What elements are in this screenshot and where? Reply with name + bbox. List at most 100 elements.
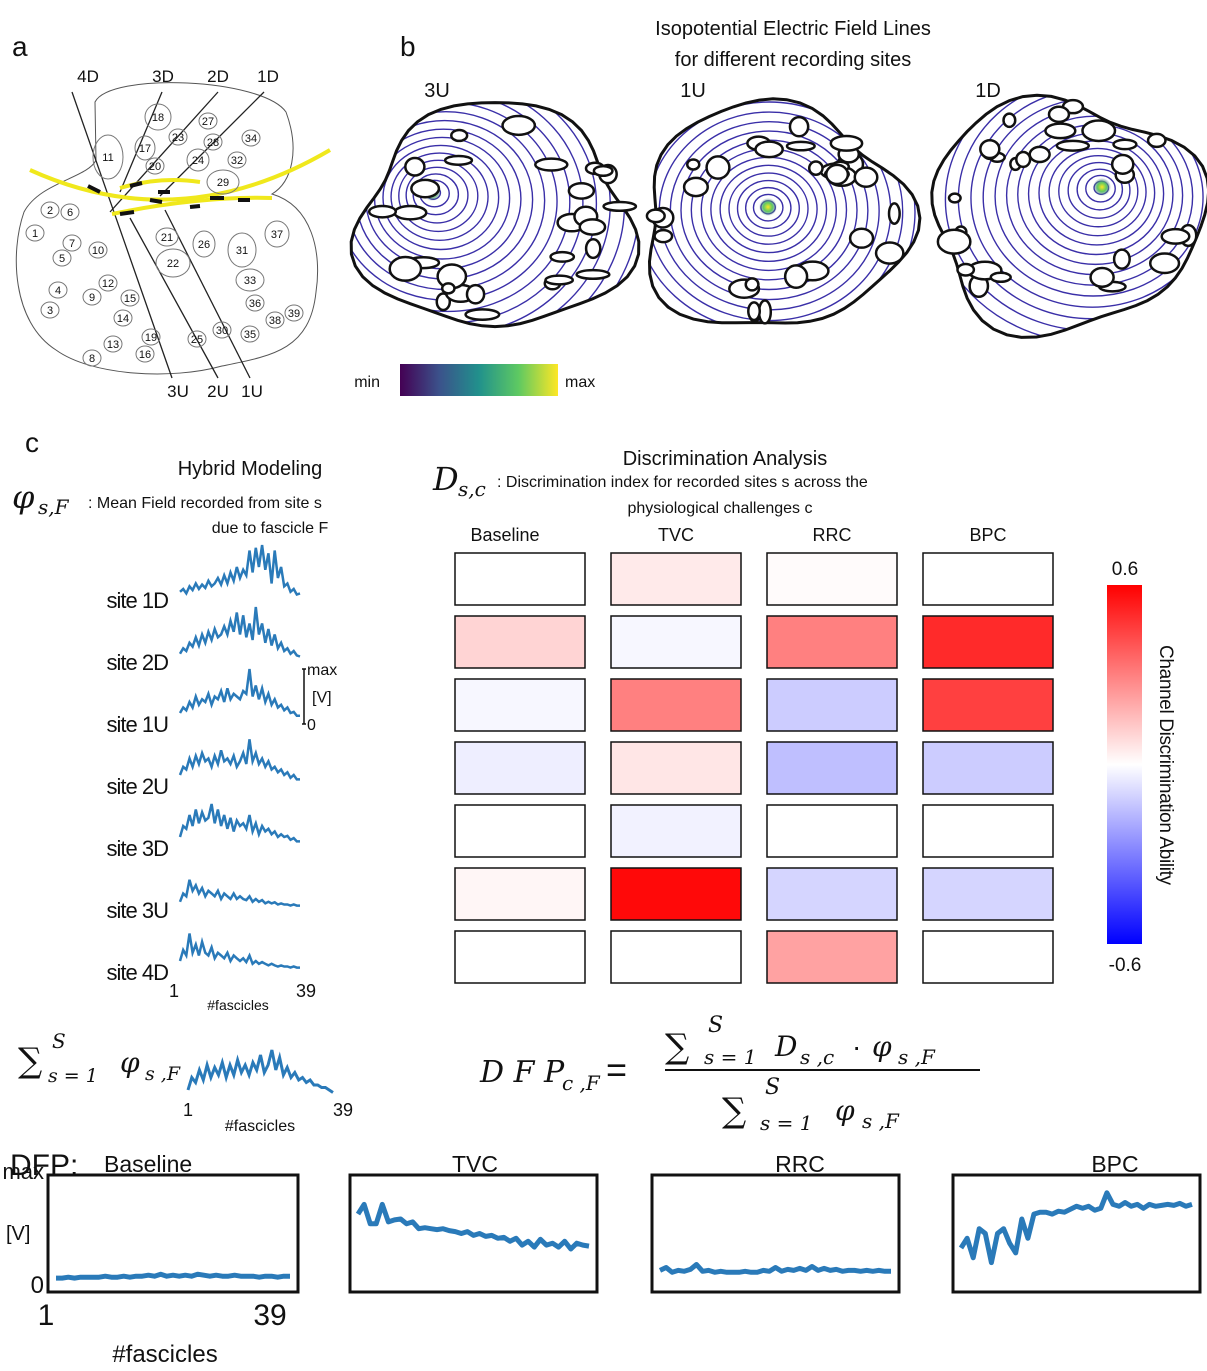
panel-label: a	[12, 31, 28, 62]
contour-line	[649, 98, 904, 323]
contour-line	[931, 95, 1207, 338]
math-symbol: φ	[12, 478, 35, 516]
contour-line	[970, 95, 1207, 308]
fascicle	[602, 200, 638, 213]
fascicle	[1055, 139, 1091, 152]
x-tick-label: 1	[169, 981, 179, 1001]
fascicle-label: 18	[152, 112, 164, 124]
fascicle-label: 34	[245, 133, 257, 145]
math-subscript: s,c	[458, 477, 486, 501]
fascicle	[578, 218, 607, 236]
colorbar-min: min	[354, 374, 380, 391]
fascicle	[747, 301, 761, 322]
contour-line	[1085, 174, 1116, 203]
fascicle	[245, 294, 265, 312]
fascicle	[567, 181, 596, 200]
fascicle-label: 26	[198, 239, 210, 251]
contour-line	[382, 144, 500, 251]
fascicle	[103, 335, 123, 353]
column-label: BPC	[969, 525, 1006, 545]
fascicle	[206, 169, 240, 195]
trace	[186, 1049, 334, 1094]
math-subscript: c ,F	[562, 1071, 601, 1095]
colorbar	[400, 364, 558, 396]
series-label: site 4D	[107, 960, 169, 985]
fascicle-label: 38	[269, 315, 281, 327]
fascicle	[82, 349, 102, 367]
fascicle	[1146, 132, 1167, 149]
scale-label: max	[307, 662, 337, 679]
series-label: site 2D	[107, 650, 169, 675]
wire	[29, 148, 332, 202]
colorbar-label: Channel Discrimination Ability	[1155, 645, 1176, 886]
fascicle-label: 36	[249, 298, 261, 310]
contour-line	[351, 102, 598, 327]
heatmap-cell	[922, 741, 1054, 795]
math-superscript: S	[708, 1013, 723, 1038]
fascicle	[144, 103, 172, 131]
math-symbol: φ	[872, 1030, 892, 1063]
hotspot	[759, 198, 777, 216]
math-subscript: s ,F	[898, 1045, 936, 1069]
electrode-label: 1D	[257, 67, 279, 86]
fascicle-label: 39	[288, 308, 300, 320]
fascicle-label: 1	[32, 228, 38, 240]
heatmap-cell	[610, 867, 742, 921]
fascicle	[1112, 248, 1131, 270]
plot-frame	[650, 1173, 901, 1294]
site-label: 1U	[680, 80, 706, 102]
contour-line	[752, 193, 784, 222]
panel-title: for different recording sites	[675, 49, 911, 71]
heatmap-cell	[766, 678, 898, 732]
fascicle-label: 24	[192, 155, 204, 167]
fascicle-label: 35	[244, 329, 256, 341]
dfp-line	[56, 1271, 290, 1281]
fascicle	[1110, 153, 1135, 175]
x-tick-label: 39	[253, 1299, 286, 1332]
fascicle-label: 13	[107, 339, 119, 351]
math-symbol: ∑	[665, 1027, 689, 1067]
fascicle	[653, 228, 674, 244]
fascicle	[264, 220, 290, 248]
fascicle	[465, 283, 486, 305]
trace	[178, 803, 300, 843]
contour-line	[931, 95, 1207, 338]
fascicle	[1112, 138, 1138, 151]
fascicle	[82, 288, 102, 306]
section-title: Hybrid Modeling	[178, 458, 323, 480]
fascicle-label: 6	[67, 207, 73, 219]
fascicle	[544, 274, 575, 286]
fascicle	[584, 237, 602, 260]
fascicle-label: 31	[236, 245, 248, 257]
plot-frame	[951, 1173, 1202, 1294]
fascicle	[783, 264, 809, 289]
fascicle	[754, 140, 784, 159]
math-superscript: S	[765, 1075, 780, 1100]
contour-line	[390, 152, 489, 242]
fascicle	[88, 241, 108, 259]
panel-label: c	[25, 427, 39, 458]
contour-line	[351, 102, 571, 313]
heatmap-cell	[610, 804, 742, 858]
math-symbol: ∑	[18, 1041, 42, 1081]
fascicle	[120, 289, 140, 307]
fascicle	[241, 129, 261, 147]
colorbar-tick-label: -0.6	[1109, 955, 1142, 976]
fascicle	[187, 330, 207, 348]
electrode-label: 3D	[152, 67, 174, 86]
fascicle	[98, 274, 118, 292]
contour-line	[351, 102, 626, 327]
contour-line	[1058, 154, 1139, 228]
y-tick-label: 0	[31, 1272, 44, 1299]
fascicle-label: 8	[89, 353, 95, 365]
nerve-outline	[15, 82, 319, 375]
math-symbol: φ	[120, 1046, 140, 1079]
fascicle-label: 27	[202, 116, 214, 128]
description: physiological challenges c	[628, 500, 813, 517]
fascicle	[1028, 145, 1051, 164]
section-title: Discrimination Analysis	[623, 448, 828, 470]
y-tick-label: max	[2, 1159, 44, 1184]
plot-frame	[348, 1173, 599, 1294]
nerve-outline	[349, 101, 641, 329]
math-subscript: s ,c	[800, 1045, 834, 1069]
